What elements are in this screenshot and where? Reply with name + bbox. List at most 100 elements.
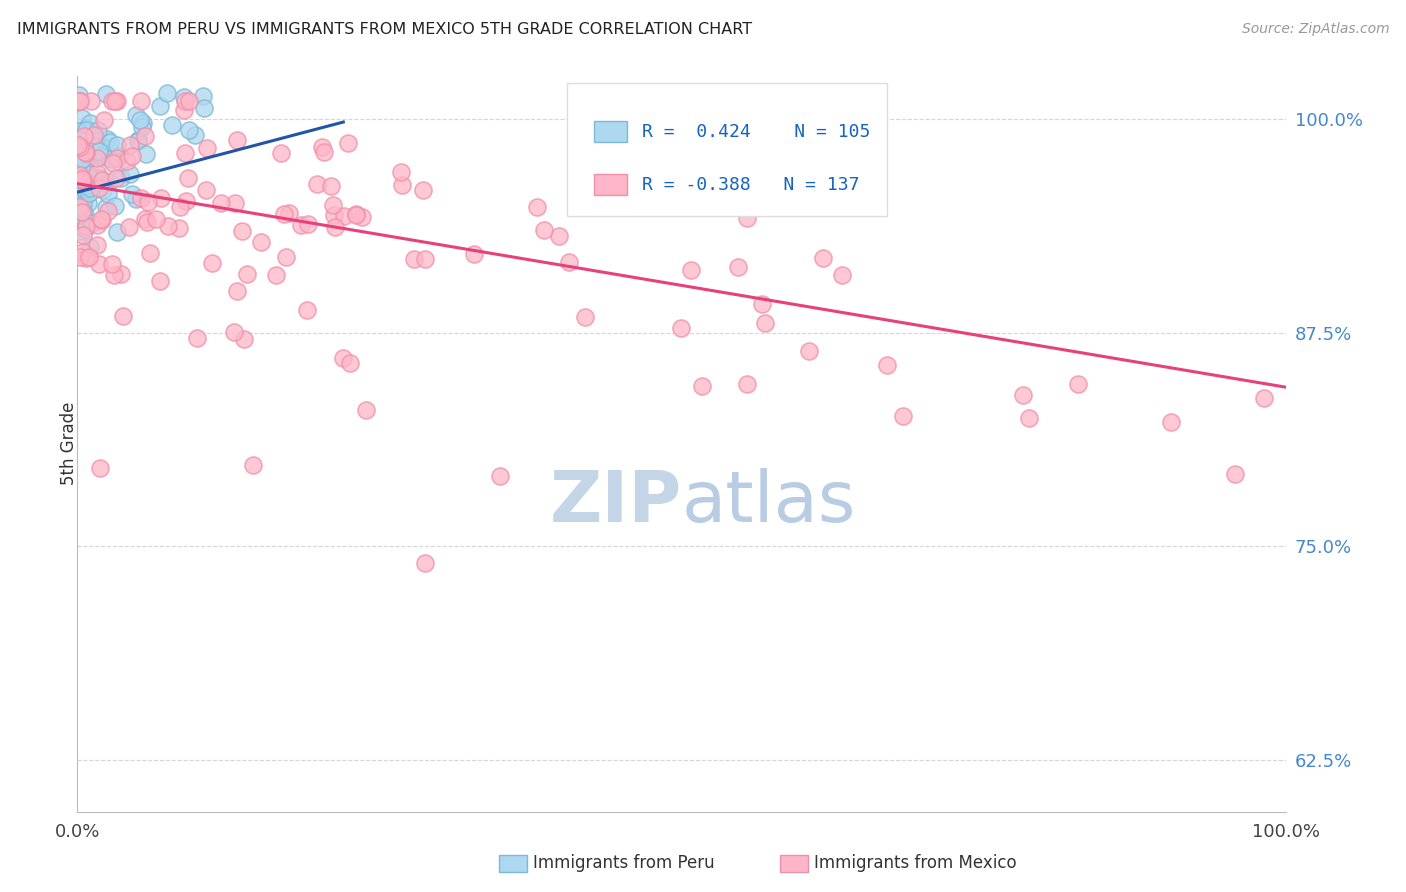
Point [96, 132, 118, 146]
Point [231, 223, 253, 237]
Point [139, 246, 162, 260]
Point [89, 461, 111, 475]
Point [97, 186, 120, 201]
Point [735, 376, 758, 391]
Point [389, 165, 412, 179]
Point [98, 175, 121, 189]
Text: IMMIGRANTS FROM PERU VS IMMIGRANTS FROM MEXICO 5TH GRADE CORRELATION CHART: IMMIGRANTS FROM PERU VS IMMIGRANTS FROM … [17, 22, 752, 37]
Point [73, 205, 96, 219]
Point [70, 173, 93, 187]
Point [186, 331, 208, 345]
Point [125, 108, 148, 122]
Text: R =  0.424    N = 105: R = 0.424 N = 105 [643, 123, 870, 141]
Point [72, 196, 94, 211]
Point [222, 326, 245, 340]
Point [336, 136, 359, 150]
Point [557, 254, 579, 268]
Point [209, 196, 232, 211]
Point [77, 178, 100, 193]
Point [150, 191, 173, 205]
Point [323, 219, 346, 234]
Point [105, 225, 128, 239]
Point [69, 149, 91, 163]
Point [70, 208, 93, 222]
Point [225, 133, 247, 147]
Point [69, 169, 91, 184]
Point [69, 170, 91, 185]
Point [194, 183, 217, 197]
Point [127, 135, 149, 149]
Point [290, 218, 312, 232]
Point [77, 250, 100, 264]
Point [727, 260, 749, 274]
Point [67, 95, 90, 109]
Point [233, 332, 256, 346]
Point [356, 402, 378, 417]
Point [76, 196, 98, 211]
Point [80, 217, 103, 231]
Point [129, 95, 152, 109]
Point [103, 199, 125, 213]
Point [75, 176, 97, 190]
Point [93, 112, 115, 127]
Point [125, 193, 148, 207]
Point [344, 206, 367, 220]
Point [76, 179, 98, 194]
Point [1067, 376, 1090, 391]
Point [179, 95, 201, 109]
Point [402, 252, 425, 267]
Point [242, 458, 264, 473]
Point [270, 146, 292, 161]
Point [413, 252, 436, 266]
Point [127, 133, 149, 147]
Point [751, 297, 773, 311]
Point [156, 219, 179, 234]
Point [121, 149, 143, 163]
Point [86, 238, 108, 252]
Point [134, 211, 156, 226]
Point [105, 151, 128, 165]
Point [391, 178, 413, 192]
Point [69, 148, 91, 162]
Point [110, 267, 132, 281]
Point [754, 316, 776, 330]
Point [67, 87, 90, 102]
Point [533, 223, 555, 237]
Point [91, 184, 114, 198]
Point [831, 268, 853, 282]
Point [69, 140, 91, 154]
Point [75, 251, 97, 265]
FancyBboxPatch shape [567, 83, 887, 216]
Point [73, 222, 96, 236]
Point [811, 251, 834, 265]
Point [344, 208, 367, 222]
Point [101, 257, 124, 271]
Point [84, 134, 107, 148]
Point [184, 128, 207, 143]
Point [236, 267, 259, 281]
Point [73, 189, 96, 203]
Point [70, 208, 93, 222]
Point [96, 200, 118, 214]
Point [103, 268, 125, 283]
Point [72, 188, 94, 202]
Point [72, 227, 94, 242]
Point [77, 167, 100, 181]
Point [105, 95, 128, 109]
Point [179, 122, 201, 136]
Point [173, 90, 195, 104]
Point [89, 145, 111, 159]
Point [66, 137, 89, 152]
Point [117, 153, 139, 168]
Y-axis label: 5th Grade: 5th Grade [60, 402, 77, 485]
Point [276, 250, 298, 264]
Point [94, 87, 117, 101]
Point [75, 146, 97, 161]
Point [160, 118, 183, 132]
Point [84, 170, 107, 185]
Point [173, 145, 195, 160]
Point [91, 213, 114, 227]
Point [100, 95, 122, 109]
Point [79, 185, 101, 199]
Point [80, 95, 103, 109]
